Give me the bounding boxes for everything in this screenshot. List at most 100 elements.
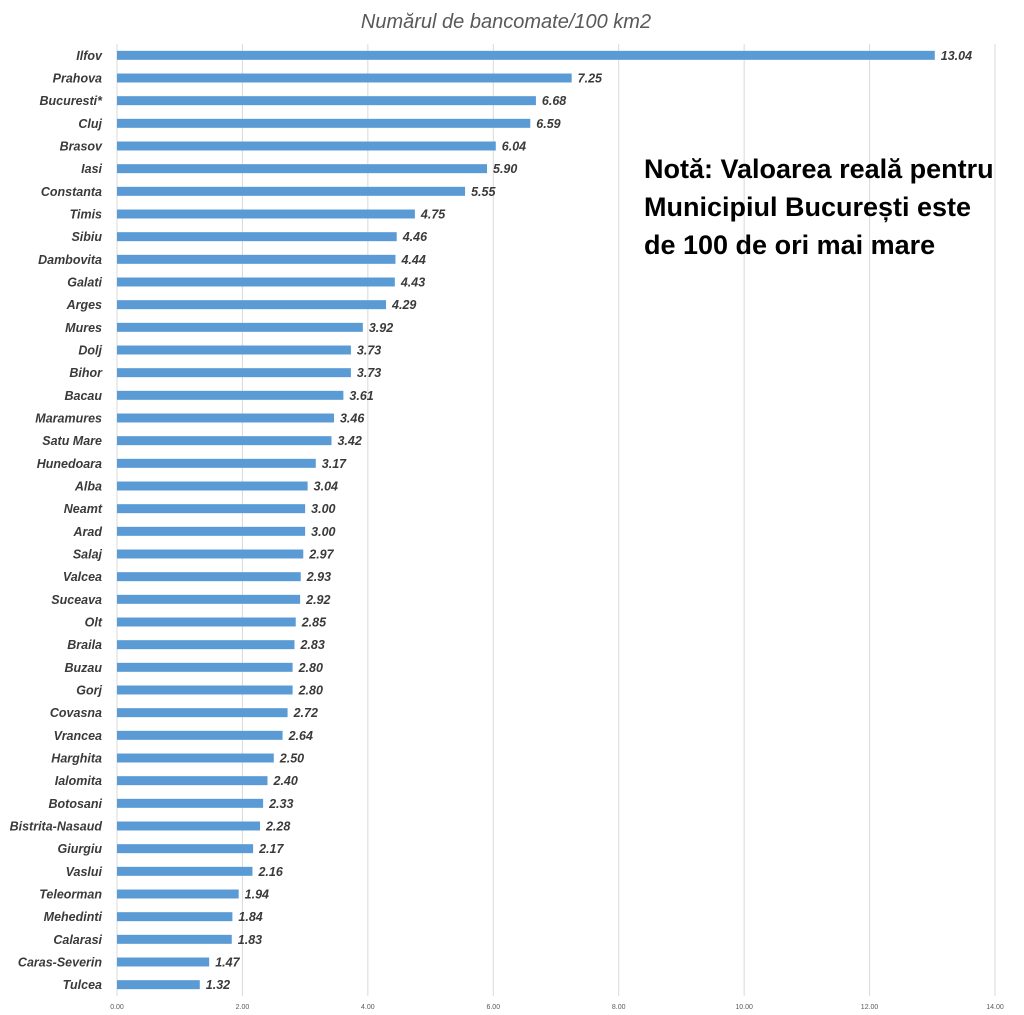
category-label: Prahova: [53, 72, 102, 86]
value-labels: 13.04 7.25 6.68 6.59 6.04 5.90 5.55 4.75 4.46 4.4…: [206, 49, 972, 992]
bar: [117, 685, 293, 695]
category-label: Covasna: [50, 706, 102, 720]
category-label: Bucuresti*: [39, 94, 103, 108]
data-label: 3.73: [357, 366, 381, 380]
bar: [117, 436, 332, 446]
category-label: Calarasi: [53, 933, 102, 947]
bar: [117, 662, 293, 672]
bar: [117, 390, 344, 400]
data-label: 3.00: [311, 502, 335, 516]
data-label: 4.29: [391, 298, 416, 312]
bar: [117, 821, 260, 831]
data-label: 6.68: [542, 94, 566, 108]
bar: [117, 277, 395, 287]
bar: [117, 980, 200, 990]
category-labels: Ilfov Prahova Bucuresti* Cluj Brasov Iasi Cons…: [10, 49, 104, 992]
data-label: 3.73: [357, 344, 381, 358]
bar: [117, 254, 396, 264]
x-tick-label: 6.00: [486, 1004, 500, 1011]
bar: [117, 481, 308, 491]
bar: [117, 572, 301, 582]
x-tick-label: 12.00: [861, 1004, 879, 1011]
bars: [117, 50, 935, 990]
x-tick-label: 4.00: [361, 1004, 375, 1011]
category-label: Valcea: [63, 570, 102, 584]
data-label: 2.92: [305, 593, 330, 607]
bar: [117, 232, 397, 242]
data-label: 3.61: [349, 389, 373, 403]
data-label: 2.17: [258, 842, 284, 856]
data-label: 2.28: [265, 820, 290, 834]
data-label: 2.80: [298, 684, 323, 698]
category-label: Bacau: [64, 389, 102, 403]
bar: [117, 844, 254, 854]
category-label: Botosani: [49, 797, 103, 811]
data-label: 1.94: [245, 888, 269, 902]
data-label: 2.50: [279, 752, 304, 766]
category-label: Ialomita: [55, 774, 102, 788]
data-label: 4.46: [402, 230, 428, 244]
bar: [117, 322, 363, 332]
category-label: Buzau: [65, 661, 103, 675]
category-label: Salaj: [73, 548, 103, 562]
bar: [117, 300, 387, 310]
category-label: Alba: [74, 480, 102, 494]
category-label: Maramures: [35, 412, 102, 426]
bar: [117, 368, 351, 378]
data-label: 2.33: [268, 797, 293, 811]
x-tick-label: 14.00: [986, 1004, 1004, 1011]
category-label: Harghita: [51, 752, 102, 766]
category-label: Constanta: [41, 185, 102, 199]
data-label: 5.90: [493, 162, 517, 176]
data-label: 6.59: [536, 117, 560, 131]
category-label: Tulcea: [63, 978, 102, 992]
data-label: 7.25: [578, 72, 603, 86]
bar: [117, 753, 274, 763]
category-label: Caras-Severin: [18, 956, 102, 970]
bar: [117, 345, 351, 355]
bar: [117, 708, 288, 718]
data-label: 3.46: [340, 412, 365, 426]
bar: [117, 458, 316, 468]
bar: [117, 96, 536, 106]
data-label: 2.72: [293, 706, 318, 720]
x-axis-ticks: 0.00 2.00 4.00 6.00 8.00 10.00 12.00 14.00: [110, 1004, 1004, 1011]
bar: [117, 186, 466, 196]
data-label: 13.04: [941, 49, 972, 63]
data-label: 2.93: [306, 570, 331, 584]
x-tick-label: 10.00: [735, 1004, 753, 1011]
category-label: Olt: [85, 616, 103, 630]
grid-lines: [116, 44, 996, 996]
category-label: Dolj: [78, 344, 102, 358]
data-label: 3.17: [322, 457, 347, 471]
x-tick-label: 8.00: [612, 1004, 626, 1011]
data-label: 2.80: [298, 661, 323, 675]
data-label: 1.47: [215, 956, 240, 970]
category-label: Galati: [67, 276, 102, 290]
x-tick-label: 0.00: [110, 1004, 124, 1011]
data-label: 4.75: [420, 208, 446, 222]
bar: [117, 549, 304, 559]
category-label: Dambovita: [38, 253, 102, 267]
bar: [117, 164, 488, 174]
note-annotation: Notă: Valoarea reală pentru Municipiul B…: [644, 154, 994, 260]
bar: [117, 73, 572, 83]
bar: [117, 889, 239, 899]
bar: [117, 640, 295, 650]
bar: [117, 118, 531, 128]
category-label: Timis: [70, 208, 102, 222]
data-label: 3.04: [314, 480, 338, 494]
bar: [117, 617, 296, 627]
bar: [117, 413, 334, 423]
data-label: 2.64: [288, 729, 313, 743]
bar: [117, 934, 232, 944]
data-label: 1.32: [206, 978, 230, 992]
bar: [117, 798, 264, 808]
category-label: Brasov: [60, 140, 103, 154]
category-label: Bistrita-Nasaud: [10, 820, 103, 834]
bar: [117, 866, 253, 876]
data-label: 3.42: [337, 434, 361, 448]
bar: [117, 141, 496, 151]
category-label: Braila: [67, 638, 102, 652]
